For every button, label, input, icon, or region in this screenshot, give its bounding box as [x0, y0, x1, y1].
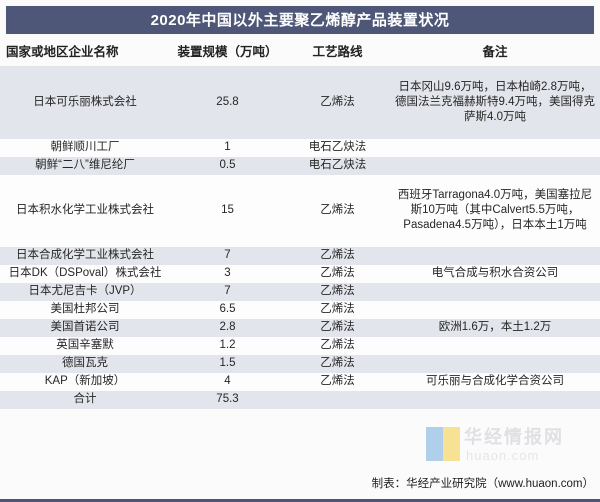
table-row: 日本DK（DSPoval）株式会社 3 乙烯法 电气合成与积水合资公司: [0, 264, 600, 283]
cell-remark: [390, 282, 600, 301]
cell-company-name: 日本DK（DSPoval）株式会社: [0, 264, 170, 283]
table-row: 美国首诺公司 2.8 乙烯法 欧洲1.6万，本土1.2万: [0, 318, 600, 337]
cell-company-name: 朝鲜“二八”维尼纶厂: [0, 156, 170, 175]
cell-capacity: 6.5: [170, 300, 285, 319]
table-row: 德国瓦克 1.5 乙烯法: [0, 354, 600, 373]
cell-remark: [390, 336, 600, 355]
figure-title-bar: 2020年中国以外主要聚乙烯醇产品装置状况: [6, 6, 594, 34]
cell-capacity: 3: [170, 264, 285, 283]
cell-capacity: 75.3: [170, 390, 285, 409]
table-row: 日本尤尼吉卡（JVP） 7 乙烯法: [0, 282, 600, 301]
cell-remark: [390, 138, 600, 157]
table-row: 朝鲜顺川工厂 1 电石乙炔法: [0, 138, 600, 157]
cell-company-name: 日本积水化学工业株式会社: [0, 174, 170, 247]
table-row: 日本可乐丽株式会社 25.8 乙烯法 日本冈山9.6万吨，日本柏崎2.8万吨，德国法兰…: [0, 66, 600, 139]
column-header-process: 工艺路线: [285, 36, 390, 67]
cell-process-route: 乙烯法: [285, 174, 390, 247]
cell-capacity: 1.5: [170, 354, 285, 373]
cell-remark: 欧洲1.6万，本土1.2万: [390, 318, 600, 337]
table-row: KAP（新加坡） 4 乙烯法 可乐丽与合成化学合资公司: [0, 372, 600, 391]
cell-process-route: 乙烯法: [285, 354, 390, 373]
cell-capacity: 1: [170, 138, 285, 157]
cell-process-route: 乙烯法: [285, 66, 390, 139]
cell-process-route: 乙烯法: [285, 318, 390, 337]
logo-gold-bar: [443, 427, 460, 461]
cell-process-route: 乙烯法: [285, 246, 390, 265]
cell-process-route: 电石乙炔法: [285, 156, 390, 175]
cell-capacity: 7: [170, 246, 285, 265]
cell-process-route: 乙烯法: [285, 282, 390, 301]
cell-remark: [390, 300, 600, 319]
table-row: 日本积水化学工业株式会社 15 乙烯法 西班牙Tarragona4.0万吨，美国塞拉尼…: [0, 174, 600, 247]
cell-process-route: [285, 390, 390, 409]
cell-capacity: 7: [170, 282, 285, 301]
data-table: 国家或地区企业名称 装置规模（万吨） 工艺路线 备注 日本可乐丽株式会社 25.8…: [0, 36, 600, 409]
cell-process-route: 乙烯法: [285, 264, 390, 283]
table-header: 国家或地区企业名称 装置规模（万吨） 工艺路线 备注: [0, 36, 600, 67]
cell-remark: 日本冈山9.6万吨，日本柏崎2.8万吨，德国法兰克福赫斯特9.4万吨，美国得克萨…: [390, 66, 600, 139]
page-title: 2020年中国以外主要聚乙烯醇产品装置状况: [150, 11, 450, 29]
table-row: 英国辛塞默 1.2 乙烯法: [0, 336, 600, 355]
column-header-capacity: 装置规模（万吨）: [170, 36, 285, 67]
table-body: 日本可乐丽株式会社 25.8 乙烯法 日本冈山9.6万吨，日本柏崎2.8万吨，德国法兰…: [0, 66, 600, 409]
cell-capacity: 25.8: [170, 66, 285, 139]
cell-capacity: 15: [170, 174, 285, 247]
cell-company-name: 日本尤尼吉卡（JVP）: [0, 282, 170, 301]
cell-process-route: 电石乙炔法: [285, 138, 390, 157]
cell-capacity: 1.2: [170, 336, 285, 355]
column-header-remark: 备注: [390, 36, 600, 67]
watermark: 华经情报网 huaon.com: [412, 421, 592, 477]
cell-company-name: 美国杜邦公司: [0, 300, 170, 319]
cell-process-route: 乙烯法: [285, 372, 390, 391]
cell-process-route: 乙烯法: [285, 336, 390, 355]
cell-company-name: 合计: [0, 390, 170, 409]
huaon-logo-icon: [426, 427, 460, 461]
watermark-brand-cn: 华经情报网: [464, 427, 564, 447]
cell-company-name: 日本合成化学工业株式会社: [0, 246, 170, 265]
table-row: 朝鲜“二八”维尼纶厂 0.5 电石乙炔法: [0, 156, 600, 175]
cell-remark: [390, 390, 600, 409]
cell-remark: 电气合成与积水合资公司: [390, 264, 600, 283]
table-row: 日本合成化学工业株式会社 7 乙烯法: [0, 246, 600, 265]
cell-company-name: 美国首诺公司: [0, 318, 170, 337]
source-credit: 制表：华经产业研究院（www.huaon.com）: [371, 478, 594, 490]
cell-capacity: 0.5: [170, 156, 285, 175]
cell-remark: [390, 354, 600, 373]
cell-remark: [390, 156, 600, 175]
cell-capacity: 4: [170, 372, 285, 391]
watermark-brand-url: huaon.com: [466, 448, 540, 463]
cell-remark: [390, 246, 600, 265]
cell-remark: 可乐丽与合成化学合资公司: [390, 372, 600, 391]
table-row: 美国杜邦公司 6.5 乙烯法: [0, 300, 600, 319]
cell-company-name: 英国辛塞默: [0, 336, 170, 355]
column-header-company: 国家或地区企业名称: [0, 36, 170, 67]
cell-capacity: 2.8: [170, 318, 285, 337]
cell-process-route: 乙烯法: [285, 300, 390, 319]
cell-remark: 西班牙Tarragona4.0万吨，美国塞拉尼斯10万吨（其中Calvert5.…: [390, 174, 600, 247]
cell-company-name: 德国瓦克: [0, 354, 170, 373]
cell-company-name: KAP（新加坡）: [0, 372, 170, 391]
data-table-container: 国家或地区企业名称 装置规模（万吨） 工艺路线 备注 日本可乐丽株式会社 25.8…: [0, 36, 600, 409]
logo-blue-bar: [426, 427, 443, 461]
cell-company-name: 日本可乐丽株式会社: [0, 66, 170, 139]
cell-company-name: 朝鲜顺川工厂: [0, 138, 170, 157]
table-row: 合计 75.3: [0, 390, 600, 409]
table-header-row: 国家或地区企业名称 装置规模（万吨） 工艺路线 备注: [0, 36, 600, 67]
